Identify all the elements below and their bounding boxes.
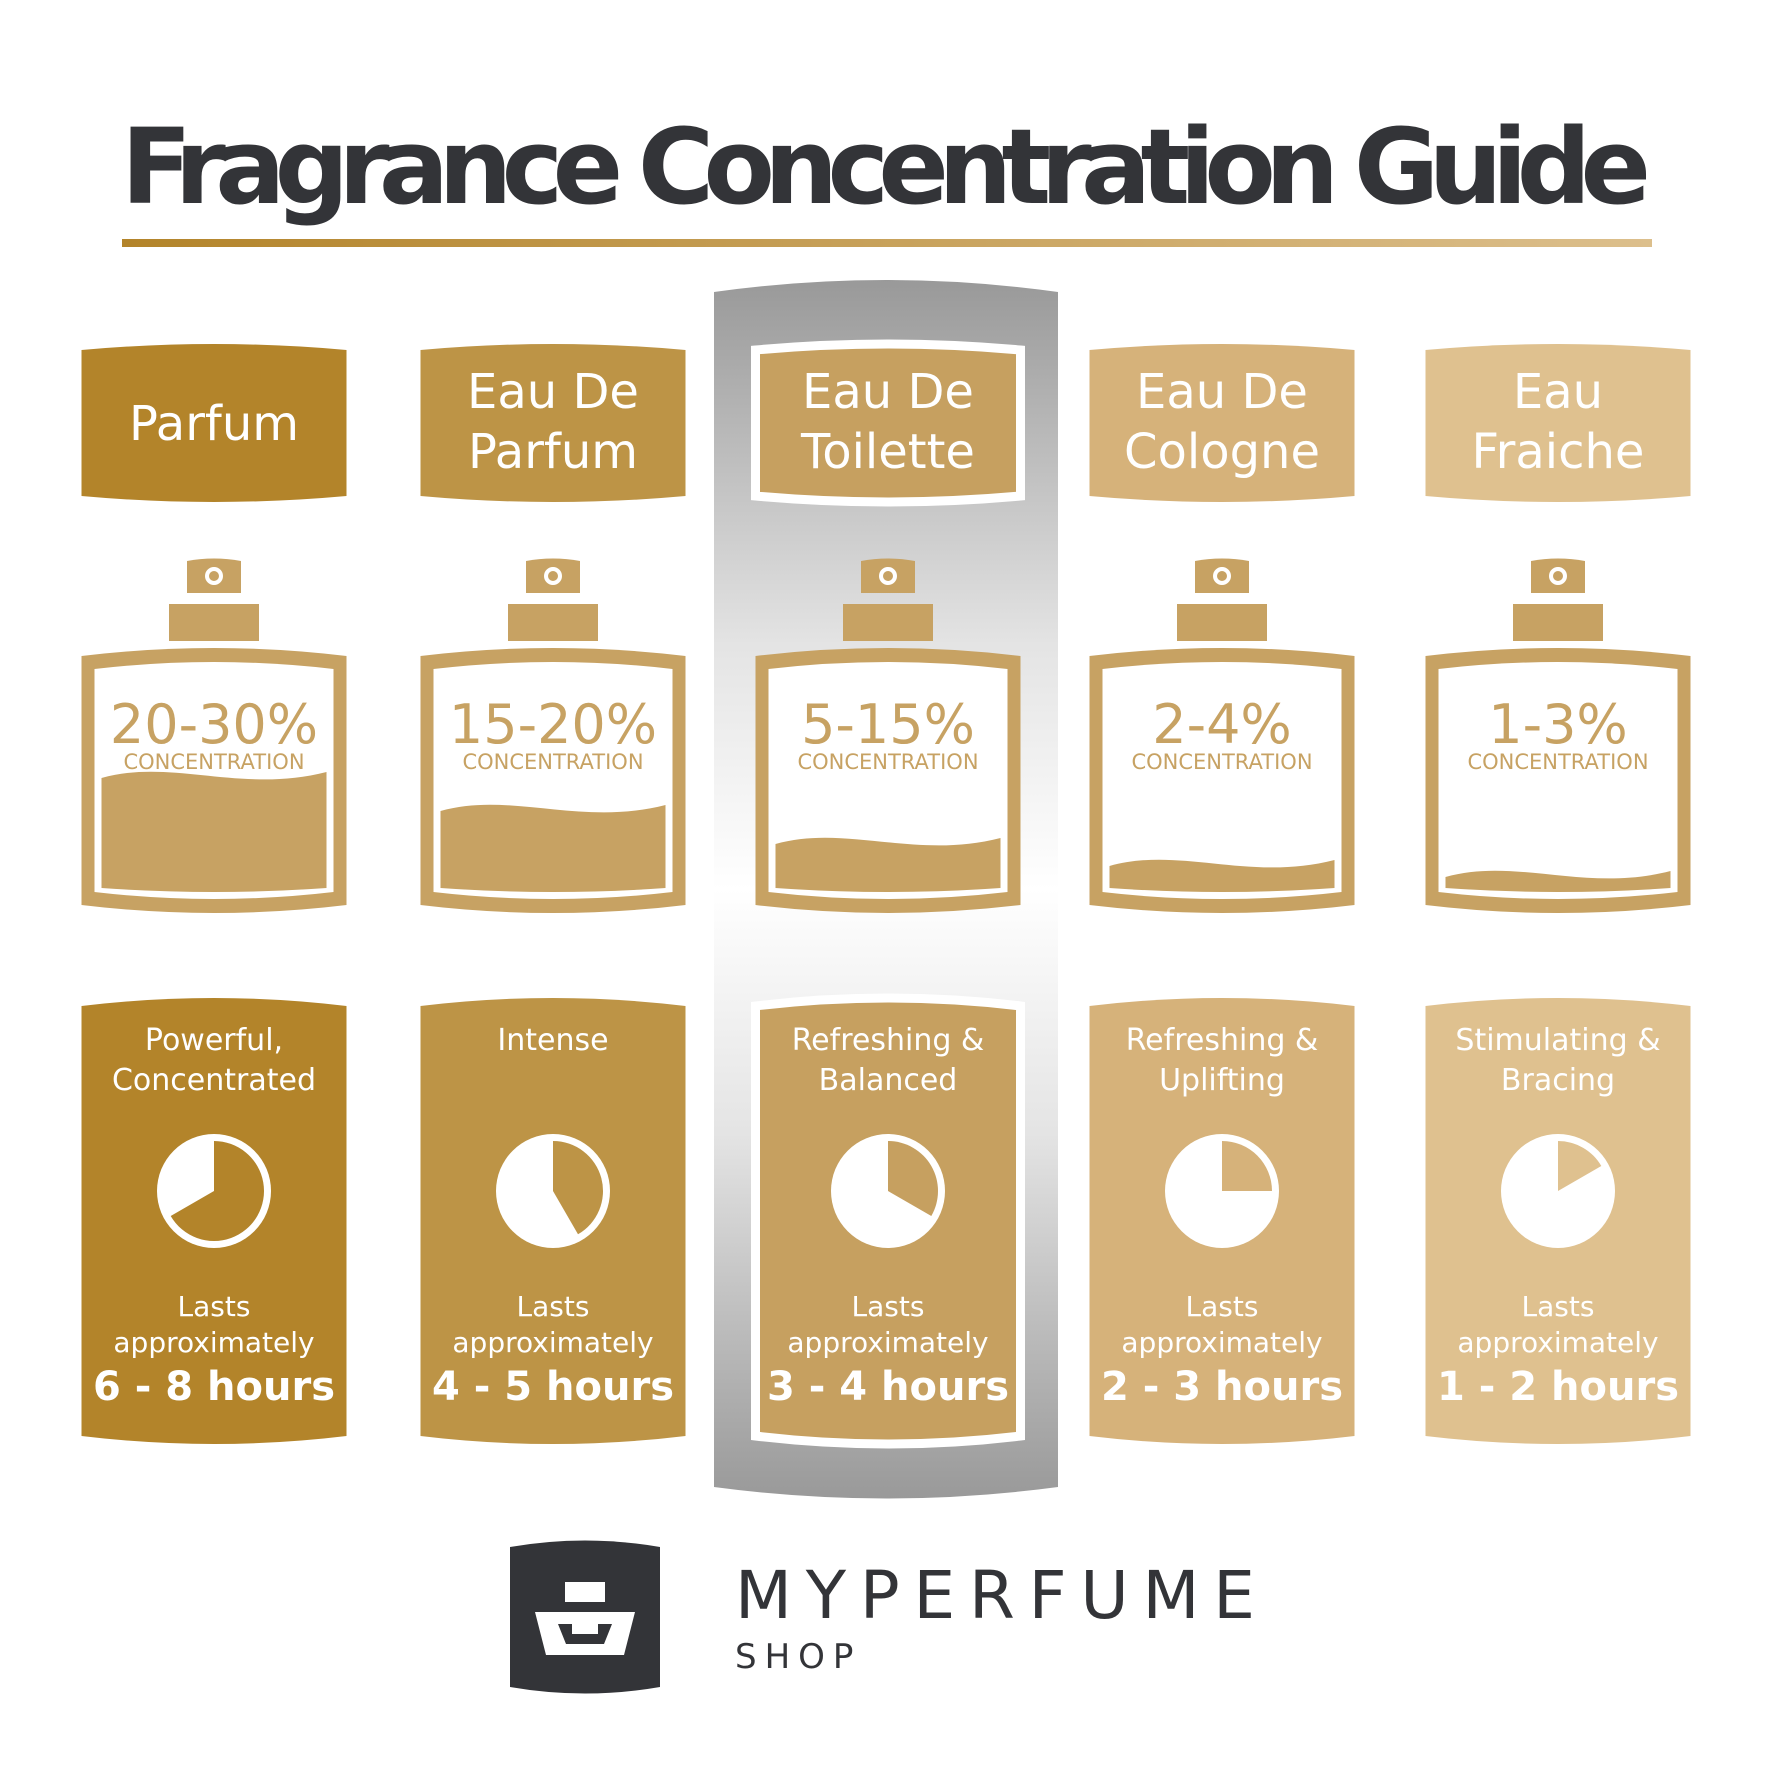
brand-sub: SHOP (735, 1637, 861, 1677)
description: Uplifting (1159, 1063, 1285, 1098)
liquid-level (101, 771, 327, 892)
description: Refreshing & (792, 1023, 985, 1058)
fragrance-name: Parfum (468, 424, 638, 480)
description: Balanced (819, 1063, 958, 1098)
concentration-label: CONCENTRATION (123, 750, 304, 774)
duration-value: 3 - 4 hours (767, 1364, 1009, 1410)
clock-icon (157, 1134, 271, 1248)
bottle-icon (420, 558, 686, 913)
name-box (1425, 344, 1691, 502)
liquid-level (1445, 870, 1671, 892)
approximately-label: approximately (787, 1326, 988, 1359)
duration-value: 6 - 8 hours (93, 1364, 335, 1410)
lasts-label: Lasts (1186, 1290, 1259, 1323)
duration-wedge (888, 1141, 938, 1216)
liquid-level (775, 837, 1001, 892)
duration-wedge (170, 1141, 265, 1241)
bottle-icon (1089, 558, 1355, 913)
description: Bracing (1501, 1063, 1615, 1098)
concentration-value: 20-30% (110, 693, 318, 756)
bottle-icon (1425, 558, 1691, 913)
liquid-level (440, 804, 666, 892)
name-box (1089, 344, 1355, 502)
page-title: Fragrance Concentration Guide (121, 106, 1651, 228)
fragrance-name: Parfum (129, 396, 299, 452)
bottle-icon (81, 558, 347, 913)
bottle-icon (755, 558, 1021, 913)
name-box (420, 344, 686, 502)
fragrance-name: Eau De (802, 364, 974, 420)
duration-wedge (553, 1141, 603, 1235)
clock-icon (831, 1134, 945, 1248)
duration-value: 4 - 5 hours (432, 1364, 674, 1410)
clock-icon (1165, 1134, 1279, 1248)
liquid-level (1109, 859, 1335, 892)
fragrance-name: Eau De (1136, 364, 1308, 420)
approximately-label: approximately (113, 1326, 314, 1359)
name-box (81, 344, 347, 502)
fragrance-name: Toilette (800, 424, 975, 480)
approximately-label: approximately (1121, 1326, 1322, 1359)
concentration-value: 2-4% (1152, 693, 1292, 756)
duration-value: 1 - 2 hours (1437, 1364, 1679, 1410)
clock-icon (1501, 1134, 1615, 1248)
lasts-label: Lasts (517, 1290, 590, 1323)
duration-value: 2 - 3 hours (1101, 1364, 1343, 1410)
description: Concentrated (112, 1063, 316, 1098)
clock-icon (496, 1134, 610, 1248)
title-underline (122, 239, 1652, 247)
concentration-label: CONCENTRATION (797, 750, 978, 774)
concentration-label: CONCENTRATION (1467, 750, 1648, 774)
description: Intense (497, 1023, 608, 1058)
lasts-label: Lasts (852, 1290, 925, 1323)
approximately-label: approximately (452, 1326, 653, 1359)
duration-wedge (1222, 1141, 1272, 1191)
concentration-label: CONCENTRATION (1131, 750, 1312, 774)
description: Refreshing & (1126, 1023, 1319, 1058)
fragrance-name: Cologne (1124, 424, 1320, 480)
concentration-label: CONCENTRATION (462, 750, 643, 774)
name-box (751, 339, 1025, 507)
description: Stimulating & (1455, 1023, 1660, 1058)
duration-wedge (1558, 1141, 1602, 1191)
brand-name: MYPERFUME (735, 1557, 1255, 1634)
lasts-label: Lasts (1522, 1290, 1595, 1323)
fragrance-name: Fraiche (1472, 424, 1645, 480)
concentration-value: 1-3% (1488, 693, 1628, 756)
column-0: Parfum 20-30%CONCENTRATION Powerful, Concen… (81, 344, 347, 1444)
description: Powerful, (145, 1023, 283, 1058)
logo: MYPERFUME SHOP (510, 1540, 1255, 1694)
approximately-label: approximately (1457, 1326, 1658, 1359)
fragrance-name: Eau (1513, 364, 1603, 420)
lasts-label: Lasts (178, 1290, 251, 1323)
concentration-value: 15-20% (449, 693, 657, 756)
fragrance-name: Eau De (467, 364, 639, 420)
concentration-value: 5-15% (801, 693, 975, 756)
